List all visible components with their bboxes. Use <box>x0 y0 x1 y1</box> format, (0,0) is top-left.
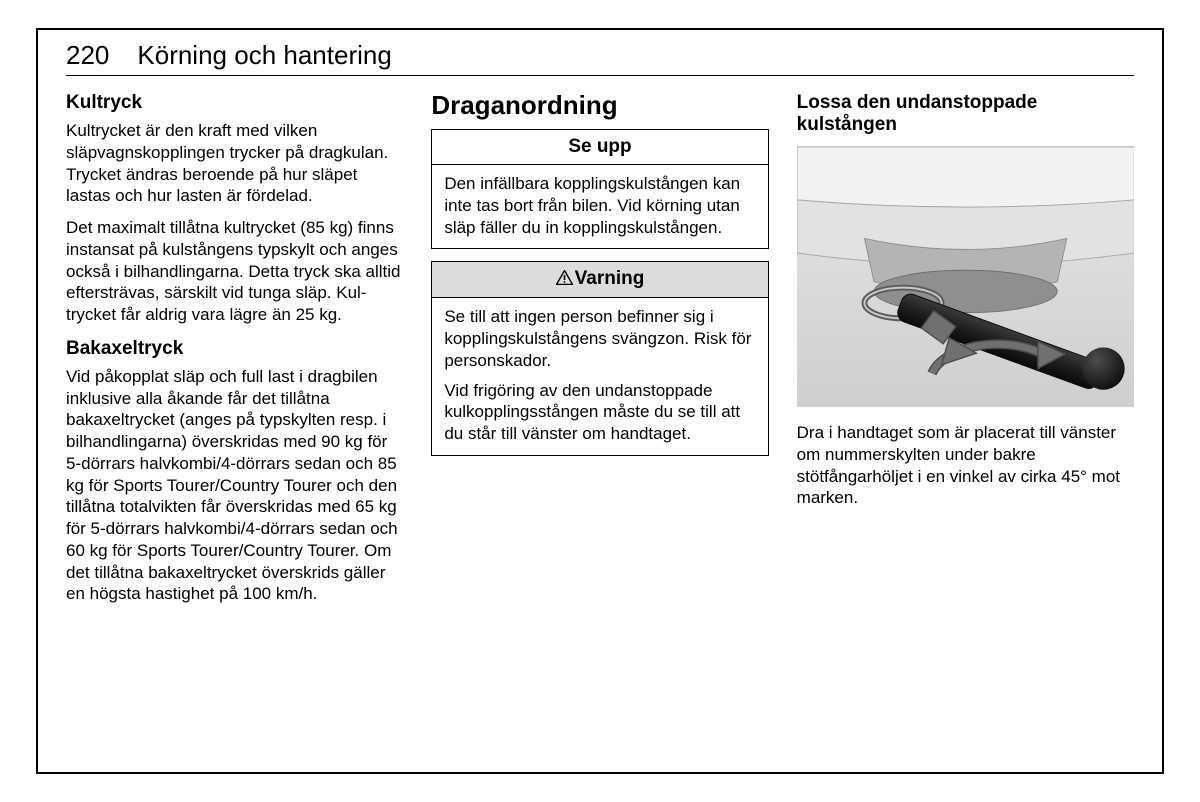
page-frame: 220 Körning och hantering Kultryck Kultr… <box>36 28 1164 774</box>
chapter-title: Körning och hantering <box>137 40 391 71</box>
paragraph: Det maximalt tillåtna kultrycket (85 kg)… <box>66 217 403 326</box>
caution-body: Den infällbara kopplingskul­stången kan … <box>432 165 767 248</box>
warning-text: Vid frigöring av den undanstop­pade kulk… <box>444 380 755 445</box>
paragraph: Kultrycket är den kraft med vilken släpv… <box>66 120 403 207</box>
column-3: Lossa den undanstoppade kulstången <box>797 90 1134 615</box>
warning-triangle-icon <box>556 269 573 291</box>
caution-text: Den infällbara kopplingskul­stången kan … <box>444 173 755 238</box>
heading-bakaxeltryck: Bakaxeltryck <box>66 338 403 360</box>
heading-lossa: Lossa den undanstoppade kulstången <box>797 92 1134 136</box>
caution-title: Se upp <box>432 130 767 165</box>
column-2: Draganordning Se upp Den infällbara kopp… <box>431 90 768 615</box>
heading-kultryck: Kultryck <box>66 92 403 114</box>
towbar-illustration <box>797 142 1134 412</box>
warning-title: Varning <box>432 262 767 298</box>
paragraph: Vid påkopplat släp och full last i drag­… <box>66 366 403 605</box>
warning-title-text: Varning <box>575 268 645 289</box>
page-header: 220 Körning och hantering <box>66 40 1134 76</box>
illustration-caption: Dra i handtaget som är placerat till vän… <box>797 422 1134 509</box>
warning-body: Se till att ingen person befinner sig i … <box>432 298 767 455</box>
page-number: 220 <box>66 40 109 71</box>
caution-box: Se upp Den infällbara kopplingskul­stång… <box>431 129 768 249</box>
heading-draganordning: Draganordning <box>431 90 768 121</box>
warning-box: Varning Se till att ingen person befinne… <box>431 261 768 456</box>
warning-text: Se till att ingen person befinner sig i … <box>444 306 755 371</box>
column-container: Kultryck Kultrycket är den kraft med vil… <box>66 90 1134 615</box>
column-1: Kultryck Kultrycket är den kraft med vil… <box>66 90 403 615</box>
